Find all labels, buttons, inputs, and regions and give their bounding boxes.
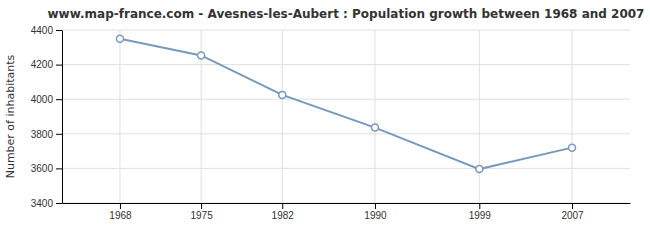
grid: [62, 30, 630, 203]
tick-label: 4400: [31, 25, 54, 36]
tick-label: 1982: [272, 210, 295, 221]
point: [198, 52, 205, 59]
y-axis-title: Number of inhabitants: [4, 54, 17, 178]
tick-mark: [201, 203, 202, 209]
tick-label: 1968: [109, 210, 132, 221]
y-axis: 3400 3600 3800 4000 4200 4400: [31, 25, 63, 209]
tick-label: 2007: [561, 210, 584, 221]
chart: 1968 1975 1982 1990 1999 2007 3400 3600 3800 4000…: [0, 0, 650, 229]
axis-line: [63, 203, 631, 204]
tick: 1999: [469, 203, 492, 221]
tick-label: 4200: [31, 59, 54, 70]
tick: 1982: [272, 203, 295, 221]
tick: 2007: [561, 203, 584, 221]
grid-line: [282, 30, 283, 203]
tick: 4200: [31, 59, 62, 70]
point: [279, 91, 286, 98]
tick-label: 1990: [364, 210, 387, 221]
tick: 3800: [31, 129, 62, 140]
grid-line: [62, 133, 630, 134]
series: [116, 35, 575, 172]
grid-line: [479, 30, 480, 203]
tick-label: 3600: [31, 163, 54, 174]
tick-mark: [56, 134, 62, 135]
tick-mark: [56, 168, 62, 169]
tick-mark: [479, 203, 480, 209]
point: [371, 124, 378, 131]
tick: 4000: [31, 94, 62, 105]
grid-line: [62, 203, 630, 204]
tick: 4400: [31, 25, 62, 36]
tick-mark: [56, 30, 62, 31]
line: [120, 39, 572, 169]
tick: 1968: [109, 203, 132, 221]
point: [569, 144, 576, 151]
grid-line: [62, 64, 630, 65]
tick-mark: [572, 203, 573, 209]
tick-mark: [56, 203, 62, 204]
tick: 1990: [364, 203, 387, 221]
plot: 1968 1975 1982 1990 1999 2007 3400 3600 3800 4000…: [31, 25, 631, 221]
point: [116, 35, 123, 42]
tick-mark: [56, 65, 62, 66]
grid-line: [119, 30, 120, 203]
tick-mark: [375, 203, 376, 209]
tick-label: 1999: [469, 210, 492, 221]
grid-line: [62, 99, 630, 100]
tick-mark: [120, 203, 121, 209]
grid-line: [572, 30, 573, 203]
tick-label: 1975: [190, 210, 213, 221]
grid-line: [62, 30, 630, 31]
x-axis: 1968 1975 1982 1990 1999 2007: [63, 203, 631, 221]
tick: 3600: [31, 163, 62, 174]
tick-mark: [56, 99, 62, 100]
tick-label: 3400: [31, 198, 54, 209]
tick: 1975: [190, 203, 213, 221]
axis-line: [62, 31, 63, 204]
grid-line: [62, 168, 630, 169]
tick-label: 4000: [31, 94, 54, 105]
tick-mark: [282, 203, 283, 209]
grid-line: [374, 30, 375, 203]
tick-label: 3800: [31, 129, 54, 140]
tick: 3400: [31, 198, 62, 209]
point: [476, 166, 483, 173]
title: www.map-france.com - Avesnes-les-Aubert …: [48, 7, 645, 21]
